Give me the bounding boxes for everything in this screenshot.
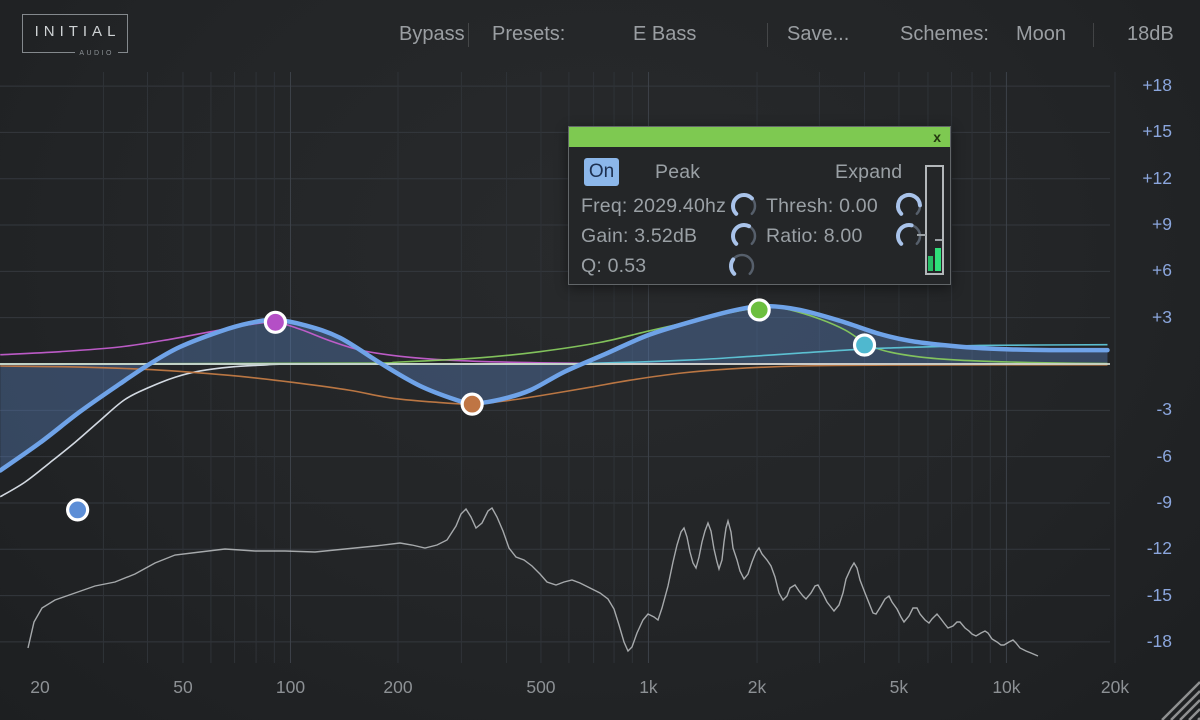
- band-3-peak-handle[interactable]: [460, 392, 484, 416]
- menu-divider: [468, 23, 469, 47]
- thresh-readout[interactable]: Thresh: 0.00: [766, 195, 878, 217]
- dynamics-mode-select[interactable]: Expand: [835, 161, 903, 183]
- band-editor-titlebar[interactable]: x: [569, 127, 950, 147]
- menu-divider: [1093, 23, 1094, 47]
- meter-bar-right: [935, 248, 941, 271]
- menu-preset-value[interactable]: E Bass: [633, 23, 697, 45]
- menu-presets-label: Presets:: [492, 23, 566, 45]
- menu-scheme-value[interactable]: Moon: [1016, 23, 1067, 45]
- menu-schemes-label: Schemes:: [900, 23, 989, 45]
- q-readout[interactable]: Q: 0.53: [581, 255, 647, 277]
- freq-knob[interactable]: [729, 191, 759, 221]
- eq-curve-fill: [0, 306, 1108, 471]
- brand-subtitle: AUDIO: [75, 50, 118, 57]
- band-on-button[interactable]: On: [584, 158, 619, 186]
- input-spectrum-curve: [27, 506, 1039, 657]
- close-icon[interactable]: x: [933, 129, 941, 145]
- band-3-peak-curve: [0, 363, 1108, 405]
- ratio-knob[interactable]: [894, 221, 924, 251]
- ratio-readout[interactable]: Ratio: 8.00: [766, 225, 863, 247]
- meter-tick: [935, 239, 942, 241]
- filter-type-select[interactable]: Peak: [655, 161, 701, 183]
- thresh-knob[interactable]: [894, 191, 924, 221]
- menu-range[interactable]: 18dB: [1127, 23, 1174, 45]
- band-2-peak-handle[interactable]: [263, 310, 288, 334]
- gain-readout[interactable]: Gain: 3.52dB: [581, 225, 698, 247]
- eq-sum-curve: [0, 303, 1110, 473]
- band-1-lowcut-curve: [0, 363, 1108, 498]
- brand-name: INITIAL: [34, 23, 121, 40]
- freq-readout[interactable]: Freq: 2029.40hz: [581, 195, 727, 217]
- band-1-lowcut-handle[interactable]: [66, 498, 90, 522]
- gain-knob[interactable]: [729, 221, 759, 251]
- resize-grip[interactable]: [1152, 672, 1200, 720]
- meter-tick: [917, 234, 926, 236]
- menu-divider: [767, 23, 768, 47]
- band-5-highshelf-handle[interactable]: [852, 333, 877, 357]
- q-knob[interactable]: [727, 251, 757, 281]
- band-4-peak-handle[interactable]: [747, 298, 771, 322]
- menu-save[interactable]: Save...: [787, 23, 850, 45]
- band-editor-panel: x On Peak Expand Freq: 2029.40hz Thresh:…: [568, 126, 951, 285]
- brand-logo: INITIAL AUDIO: [22, 14, 128, 57]
- top-bar: INITIAL AUDIO Bypass Presets: E Bass Save..…: [0, 0, 1200, 70]
- menu-bypass[interactable]: Bypass: [399, 23, 465, 45]
- meter-bar-left: [928, 256, 933, 271]
- gain-reduction-meter: [925, 165, 944, 275]
